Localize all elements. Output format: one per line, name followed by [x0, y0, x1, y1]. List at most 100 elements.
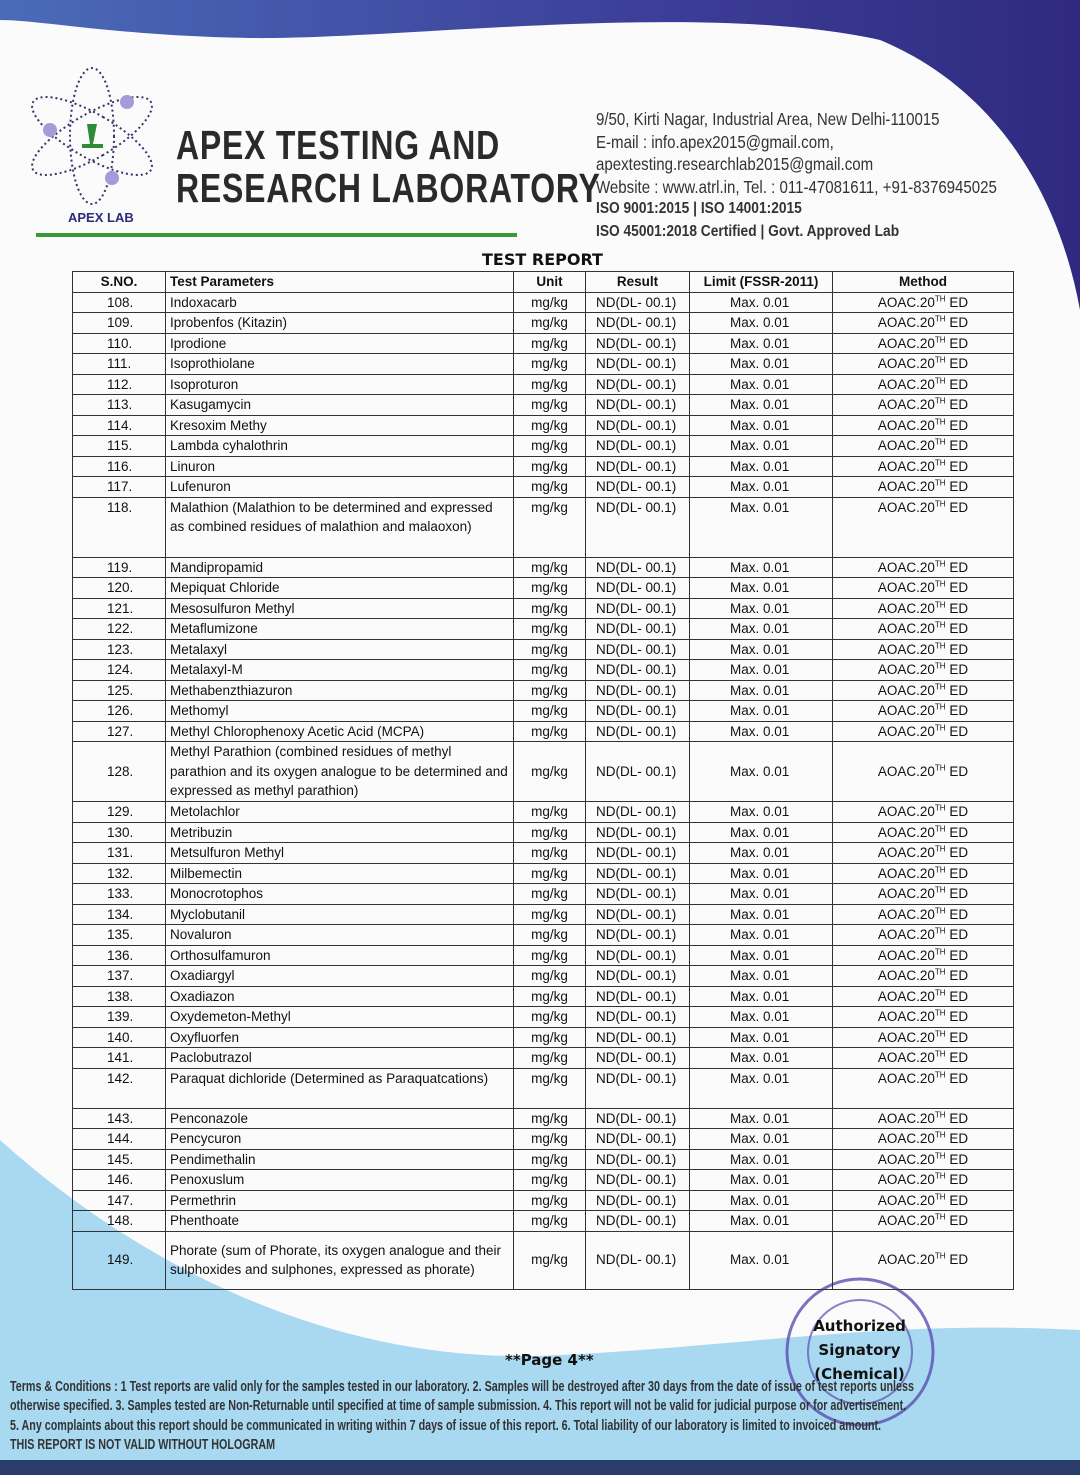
table-row: 131. Metsulfuron Methyl mg/kg ND(DL- 00.1) M… [72, 842, 1014, 864]
cell-parameter: Pendimethalin [165, 1148, 514, 1170]
table-row: 128. Methyl Parathion (combined residues … [72, 741, 1014, 802]
cell-method: AOAC.20TH ED [832, 1026, 1014, 1048]
cell-result: ND(DL- 00.1) [585, 842, 690, 864]
table-row: 130. Metribuzin mg/kg ND(DL- 00.1) Max. 0.01… [72, 821, 1014, 843]
cell-limit: Max. 0.01 [689, 903, 833, 925]
cell-result: ND(DL- 00.1) [585, 862, 690, 884]
cell-method: AOAC.20TH ED [832, 862, 1014, 884]
logo-caption: APEX LAB [68, 210, 134, 225]
cell-parameter: Orthosulfamuron [165, 944, 514, 966]
table-row: 118. Malathion (Malathion to be determine… [72, 496, 1014, 558]
cell-parameter: Metribuzin [165, 821, 514, 843]
cell-method: AOAC.20TH ED [832, 496, 1014, 558]
cell-parameter: Malathion (Malathion to be determined an… [165, 496, 514, 558]
table-row: 122. Metaflumizone mg/kg ND(DL- 00.1) Max. 0… [72, 618, 1014, 640]
cell-parameter: Milbemectin [165, 862, 514, 884]
cell-result: ND(DL- 00.1) [585, 455, 690, 477]
cell-sno: 139. [72, 1006, 166, 1028]
cell-method: AOAC.20TH ED [832, 821, 1014, 843]
cell-method: AOAC.20TH ED [832, 556, 1014, 578]
table-row: 135. Novaluron mg/kg ND(DL- 00.1) Max. 0.01 A… [72, 924, 1014, 946]
cell-parameter: Mesosulfuron Methyl [165, 597, 514, 619]
cell-result: ND(DL- 00.1) [585, 394, 690, 416]
table-row: 149. Phorate (sum of Phorate, its oxygen … [72, 1230, 1014, 1290]
cell-unit: mg/kg [513, 1210, 586, 1232]
table-row: 144. Pencycuron mg/kg ND(DL- 00.1) Max. 0.01… [72, 1128, 1014, 1150]
page-number: **Page 4** [505, 1351, 594, 1369]
cell-result: ND(DL- 00.1) [585, 679, 690, 701]
cell-limit: Max. 0.01 [689, 353, 833, 375]
col-unit: Unit [513, 271, 586, 293]
cell-result: ND(DL- 00.1) [585, 1026, 690, 1048]
cell-result: ND(DL- 00.1) [585, 312, 690, 334]
cell-result: ND(DL- 00.1) [585, 597, 690, 619]
terms-line: otherwise specified. 3. Samples tested a… [10, 1398, 907, 1415]
cell-unit: mg/kg [513, 1026, 586, 1048]
cell-result: ND(DL- 00.1) [585, 741, 690, 802]
cell-result: ND(DL- 00.1) [585, 556, 690, 578]
table-row: 147. Permethrin mg/kg ND(DL- 00.1) Max. 0.01… [72, 1189, 1014, 1211]
cell-unit: mg/kg [513, 1230, 586, 1290]
cell-result: ND(DL- 00.1) [585, 1067, 690, 1109]
cell-result: ND(DL- 00.1) [585, 903, 690, 925]
cell-sno: 136. [72, 944, 166, 966]
cell-parameter: Oxadiazon [165, 985, 514, 1007]
lab-name-line1: APEX TESTING AND [176, 122, 501, 168]
iso-line1: ISO 9001:2015 | ISO 14001:2015 [596, 200, 802, 217]
cell-sno: 110. [72, 332, 166, 354]
cell-result: ND(DL- 00.1) [585, 496, 690, 558]
cell-method: AOAC.20TH ED [832, 985, 1014, 1007]
table-row: 116. Linuron mg/kg ND(DL- 00.1) Max. 0.01 AOA… [72, 455, 1014, 477]
table-header-row: S.NO. Test Parameters Unit Result Limit … [72, 271, 1014, 293]
cell-parameter: Paclobutrazol [165, 1047, 514, 1069]
table-row: 126. Methomyl mg/kg ND(DL- 00.1) Max. 0.01 AO… [72, 700, 1014, 722]
col-sno: S.NO. [72, 271, 166, 293]
cell-sno: 133. [72, 883, 166, 905]
cell-method: AOAC.20TH ED [832, 842, 1014, 864]
cell-result: ND(DL- 00.1) [585, 1148, 690, 1170]
cell-sno: 116. [72, 455, 166, 477]
col-limit: Limit (FSSR-2011) [689, 271, 833, 293]
table-row: 113. Kasugamycin mg/kg ND(DL- 00.1) Max. 0.0… [72, 394, 1014, 416]
cell-parameter: Isoproturon [165, 373, 514, 395]
cell-parameter: Metalaxyl [165, 638, 514, 660]
cell-unit: mg/kg [513, 455, 586, 477]
cell-sno: 148. [72, 1210, 166, 1232]
cell-limit: Max. 0.01 [689, 638, 833, 660]
cell-unit: mg/kg [513, 842, 586, 864]
cell-sno: 142. [72, 1067, 166, 1109]
report-title: TEST REPORT [482, 250, 603, 269]
table-row: 134. Myclobutanil mg/kg ND(DL- 00.1) Max. 0.… [72, 903, 1014, 925]
cell-sno: 124. [72, 659, 166, 681]
cell-sno: 129. [72, 801, 166, 823]
cell-method: AOAC.20TH ED [832, 435, 1014, 457]
cell-result: ND(DL- 00.1) [585, 353, 690, 375]
cell-unit: mg/kg [513, 944, 586, 966]
cell-limit: Max. 0.01 [689, 720, 833, 742]
cell-result: ND(DL- 00.1) [585, 577, 690, 599]
cell-result: ND(DL- 00.1) [585, 476, 690, 498]
cell-method: AOAC.20TH ED [832, 700, 1014, 722]
cell-sno: 149. [72, 1230, 166, 1290]
cell-method: AOAC.20TH ED [832, 1230, 1014, 1290]
cell-method: AOAC.20TH ED [832, 618, 1014, 640]
address: 9/50, Kirti Nagar, Industrial Area, New … [596, 109, 940, 129]
table-row: 125. Methabenzthiazuron mg/kg ND(DL- 00.1) M… [72, 679, 1014, 701]
cell-method: AOAC.20TH ED [832, 414, 1014, 436]
cell-method: AOAC.20TH ED [832, 965, 1014, 987]
cell-parameter: Indoxacarb [165, 291, 514, 313]
cell-limit: Max. 0.01 [689, 435, 833, 457]
cell-result: ND(DL- 00.1) [585, 618, 690, 640]
cell-limit: Max. 0.01 [689, 1148, 833, 1170]
table-row: 143. Penconazole mg/kg ND(DL- 00.1) Max. 0.0… [72, 1107, 1014, 1129]
table-row: 119. Mandipropamid mg/kg ND(DL- 00.1) Max. 0… [72, 556, 1014, 578]
cell-unit: mg/kg [513, 1128, 586, 1150]
terms-line: THIS REPORT IS NOT VALID WITHOUT HOLOGRA… [10, 1436, 276, 1453]
cell-sno: 135. [72, 924, 166, 946]
cell-limit: Max. 0.01 [689, 924, 833, 946]
cell-unit: mg/kg [513, 965, 586, 987]
cell-parameter: Myclobutanil [165, 903, 514, 925]
cell-parameter: Kasugamycin [165, 394, 514, 416]
cell-parameter: Monocrotophos [165, 883, 514, 905]
cell-result: ND(DL- 00.1) [585, 638, 690, 660]
